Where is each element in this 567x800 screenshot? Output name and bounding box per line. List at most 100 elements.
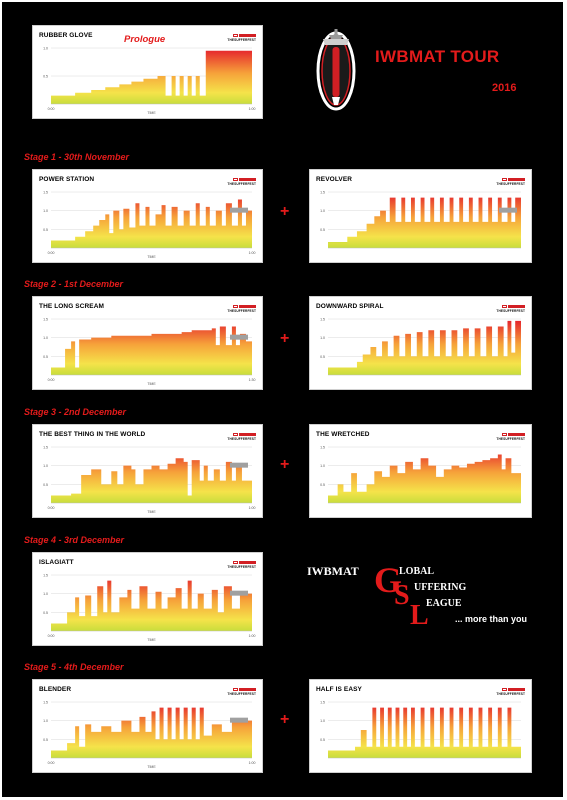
y-tick-label: 1.0 <box>320 209 325 213</box>
workout-profile-chart: 1.5 1.0 0.5 0:00 1:00 TIME <box>43 446 255 515</box>
gsl-word-suffering: UFFERING <box>414 582 467 593</box>
y-tick-label: 1.0 <box>43 464 48 468</box>
legend-box <box>230 207 248 213</box>
stage-2-label: Stage 2 - 1st December <box>24 279 124 289</box>
y-tick-label: 1.0 <box>43 47 48 51</box>
gsl-letter-s: S <box>394 580 410 611</box>
intensity-area <box>51 326 252 375</box>
x-tick-label: 0:00 <box>48 761 55 765</box>
gsl-word-league: EAGUE <box>426 598 462 609</box>
intensity-area <box>328 197 521 248</box>
x-axis-label: TIME <box>147 255 156 259</box>
workout-profile-chart: 1.5 1.0 0.5 <box>320 446 521 504</box>
y-tick-label: 0.5 <box>320 355 325 359</box>
x-tick-label: 0:00 <box>48 378 55 382</box>
stage-5-label: Stage 5 - 4th December <box>24 662 124 672</box>
plus-sign: + <box>280 203 290 220</box>
sufferfest-logo-icon: THESUFFERFEST <box>227 433 256 441</box>
x-axis-label: TIME <box>147 638 156 642</box>
legend-box <box>230 334 248 340</box>
workout-profile-chart: 1.5 1.0 0.5 0:00 1:00 TIME <box>43 701 256 770</box>
y-tick-label: 1.5 <box>320 446 325 450</box>
y-tick-label: 1.5 <box>43 318 48 322</box>
y-tick-label: 1.5 <box>43 574 48 578</box>
tour-year: 2016 <box>492 82 517 94</box>
y-tick-label: 1.0 <box>43 336 48 340</box>
gsl-brand: IWBMAT <box>307 564 359 578</box>
workout-card-rubber-glove[interactable]: RUBBER GLOVE THESUFFERFEST 1.0 0.5 0:00 1:00 T… <box>32 25 263 119</box>
chart-title: THE WRETCHED <box>316 431 370 438</box>
sufferfest-logo-icon: THESUFFERFEST <box>496 178 525 186</box>
legend-box <box>230 717 248 723</box>
sufferfest-logo-icon: THESUFFERFEST <box>227 688 256 696</box>
legend-box <box>499 207 517 213</box>
y-tick-label: 1.5 <box>320 701 325 705</box>
workout-card-power-station[interactable]: POWER STATION THESUFFERFEST 1.5 1.0 0.5 0:00 1… <box>32 169 263 263</box>
x-tick-label: 1:00 <box>249 761 256 765</box>
intensity-area <box>51 199 252 248</box>
gsl-tagline: ... more than you <box>455 614 528 624</box>
sufferfest-logo-icon: THESUFFERFEST <box>496 688 525 696</box>
x-tick-label: 0:00 <box>48 251 55 255</box>
workout-profile-chart: 1.5 1.0 0.5 <box>320 318 521 376</box>
stage-3-label: Stage 3 - 2nd December <box>24 407 127 417</box>
x-axis-label: TIME <box>147 382 156 386</box>
y-tick-label: 0.5 <box>43 75 48 79</box>
y-tick-label: 0.5 <box>43 483 48 487</box>
y-tick-label: 1.5 <box>43 701 48 705</box>
plus-sign: + <box>280 330 290 347</box>
x-tick-label: 0:00 <box>48 634 55 638</box>
y-tick-label: 0.5 <box>43 738 48 742</box>
chart-title: DOWNWARD SPIRAL <box>316 303 384 310</box>
y-tick-label: 0.5 <box>43 355 48 359</box>
intensity-area <box>51 707 252 758</box>
y-tick-label: 1.5 <box>43 446 48 450</box>
sufferfest-logo-icon: THESUFFERFEST <box>227 305 256 313</box>
x-tick-label: 1:00 <box>249 107 256 111</box>
gsl-letter-g: G <box>374 560 403 600</box>
intensity-area <box>51 458 252 503</box>
sufferfest-logo-icon: THESUFFERFEST <box>496 305 525 313</box>
sufferfest-logo-icon: THESUFFERFEST <box>496 433 525 441</box>
workout-card-the-wretched[interactable]: THE WRETCHED THESUFFERFEST 1.5 1.0 0.5 <box>309 424 532 518</box>
y-tick-label: 0.5 <box>320 228 325 232</box>
plus-sign: + <box>280 456 290 473</box>
x-axis-label: TIME <box>147 510 156 514</box>
chart-title: RUBBER GLOVE <box>39 32 93 39</box>
intensity-area <box>51 580 252 631</box>
legend-box <box>230 590 248 596</box>
y-tick-label: 1.0 <box>43 209 48 213</box>
y-tick-label: 0.5 <box>320 483 325 487</box>
chart-title: ISLAGIATT <box>39 559 74 566</box>
intensity-area <box>328 320 521 375</box>
workout-profile-chart: 1.5 1.0 0.5 0:00 1:00 TIME <box>43 191 255 260</box>
workout-card-half-is-easy[interactable]: HALF IS EASY THESUFFERFEST 1.5 1.0 0.5 <box>309 679 532 773</box>
sufferfest-logo-icon: THESUFFERFEST <box>227 34 256 42</box>
stage-1-label: Stage 1 - 30th November <box>24 152 130 162</box>
x-axis-label: TIME <box>147 765 156 769</box>
prologue-label: Prologue <box>124 34 166 45</box>
y-tick-label: 1.5 <box>320 191 325 195</box>
intensity-area <box>328 707 521 758</box>
x-tick-label: 0:00 <box>48 506 55 510</box>
workout-card-blender[interactable]: BLENDER THESUFFERFEST 1.5 1.0 0.5 0:00 1:00 TIM… <box>32 679 263 773</box>
workout-card-islagiatt[interactable]: ISLAGIATT THESUFFERFEST 1.5 1.0 0.5 0:00 1:00 T… <box>32 552 263 646</box>
y-tick-label: 0.5 <box>43 611 48 615</box>
x-tick-label: 1:00 <box>249 634 256 638</box>
sufferfest-logo-icon: THESUFFERFEST <box>227 561 256 569</box>
workout-card-the-best-thing-in-the-world[interactable]: THE BEST THING IN THE WORLD THESUFFERFEST… <box>32 424 263 518</box>
plus-sign: + <box>280 711 290 728</box>
y-tick-label: 0.5 <box>320 738 325 742</box>
workout-profile-chart: 1.5 1.0 0.5 <box>320 701 521 759</box>
gsl-word-global: LOBAL <box>399 566 435 577</box>
y-tick-label: 1.0 <box>320 336 325 340</box>
workout-card-revolver[interactable]: REVOLVER THESUFFERFEST 1.5 1.0 0.5 <box>309 169 532 263</box>
workout-profile-chart: 1.5 1.0 0.5 0:00 1:30 TIME <box>43 318 255 387</box>
workout-card-the-long-scream[interactable]: THE LONG SCREAM THESUFFERFEST 1.5 1.0 0.5 0:0… <box>32 296 263 390</box>
workout-profile-chart: 1.5 1.0 0.5 0:00 1:00 TIME <box>43 574 256 643</box>
chart-title: POWER STATION <box>39 176 95 183</box>
x-tick-label: 0:00 <box>48 107 55 111</box>
gsl-letter-l: L <box>410 600 429 631</box>
workout-card-downward-spiral[interactable]: DOWNWARD SPIRAL THESUFFERFEST 1.5 1.0 0.5 <box>309 296 532 390</box>
